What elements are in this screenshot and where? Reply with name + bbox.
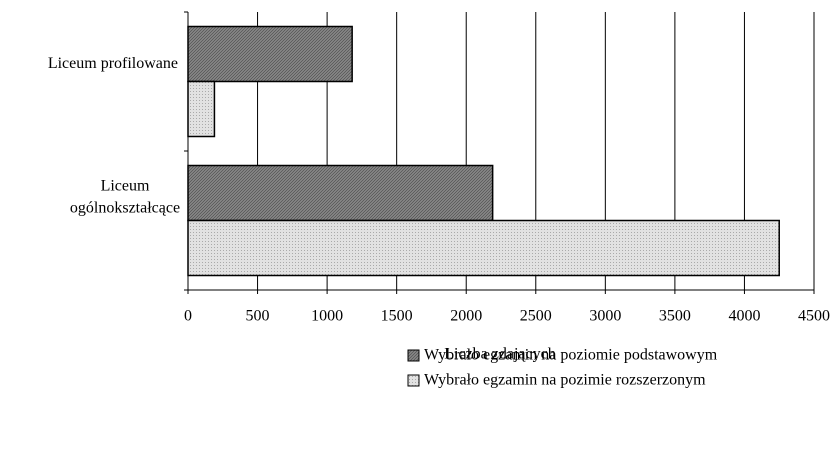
x-tick-label: 4500	[798, 308, 830, 325]
x-tick-label: 3500	[659, 308, 691, 325]
x-tick-label: 3000	[589, 308, 621, 325]
x-tick-label: 4000	[728, 308, 760, 325]
legend-swatch	[407, 349, 420, 362]
x-tick-label: 1000	[311, 308, 343, 325]
x-axis-label: Liczba zdających	[444, 346, 555, 363]
x-tick-label: 0	[184, 308, 192, 325]
bar	[187, 80, 216, 138]
y-tick-label: Liceum ogólnokształcące	[70, 177, 180, 216]
bar	[187, 25, 353, 83]
legend-swatch	[407, 374, 420, 387]
y-tick-label: Liceum profilowane	[48, 55, 178, 72]
legend-label: Wybrało egzamin na pozimie rozszerzonym	[424, 372, 706, 389]
x-tick-label: 2000	[450, 308, 482, 325]
x-tick-label: 2500	[520, 308, 552, 325]
x-tick-label: 1500	[381, 308, 413, 325]
x-tick-label: 500	[246, 308, 270, 325]
legend-label: Wybrało egzamin na poziomie podstawowym	[424, 347, 718, 364]
bar	[187, 164, 494, 222]
bar	[187, 219, 780, 277]
